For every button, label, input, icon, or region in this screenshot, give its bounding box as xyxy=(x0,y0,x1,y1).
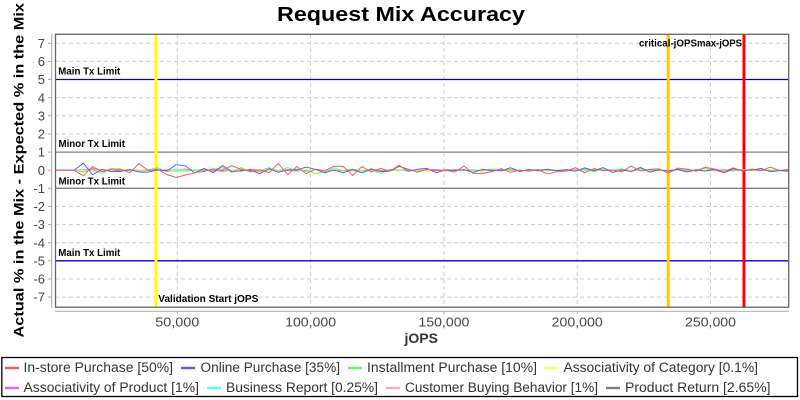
svg-text:-4: -4 xyxy=(33,235,45,250)
svg-text:Actual % in the Mix - Expected: Actual % in the Mix - Expected % in the … xyxy=(11,3,27,338)
svg-text:7: 7 xyxy=(38,36,45,51)
svg-text:jOPS: jOPS xyxy=(403,330,438,346)
svg-text:Online Purchase [35%]: Online Purchase [35%] xyxy=(201,360,341,375)
svg-text:2: 2 xyxy=(38,127,45,142)
svg-text:-2: -2 xyxy=(33,199,45,214)
svg-text:Customer Buying Behavior [1%]: Customer Buying Behavior [1%] xyxy=(405,380,598,395)
svg-text:Minor Tx Limit: Minor Tx Limit xyxy=(59,139,126,150)
svg-text:250,000: 250,000 xyxy=(685,315,736,330)
svg-text:5: 5 xyxy=(38,72,45,87)
svg-text:150,000: 150,000 xyxy=(418,315,469,330)
svg-text:In-store Purchase [50%]: In-store Purchase [50%] xyxy=(24,360,174,375)
svg-text:50,000: 50,000 xyxy=(155,315,199,330)
svg-text:3: 3 xyxy=(38,108,45,123)
svg-text:Business Report [0.25%]: Business Report [0.25%] xyxy=(226,380,378,395)
svg-text:-3: -3 xyxy=(33,217,45,232)
svg-text:Minor Tx Limit: Minor Tx Limit xyxy=(59,176,126,187)
svg-text:Main Tx Limit: Main Tx Limit xyxy=(58,66,121,77)
svg-text:100,000: 100,000 xyxy=(285,315,336,330)
svg-text:critical-jOPS: critical-jOPS xyxy=(639,37,697,49)
svg-text:0: 0 xyxy=(38,163,45,178)
svg-text:Installment Purchase [10%]: Installment Purchase [10%] xyxy=(367,360,537,375)
svg-text:Associativity of Category [0.1: Associativity of Category [0.1%] xyxy=(564,360,759,375)
svg-text:Main Tx Limit: Main Tx Limit xyxy=(58,248,121,259)
svg-text:-5: -5 xyxy=(33,253,45,268)
svg-text:4: 4 xyxy=(38,90,45,105)
svg-text:Product Return [2.65%]: Product Return [2.65%] xyxy=(625,380,771,395)
svg-text:6: 6 xyxy=(38,54,45,69)
svg-text:-1: -1 xyxy=(33,181,45,196)
svg-text:Associativity of Product [1%]: Associativity of Product [1%] xyxy=(24,380,200,395)
svg-text:-7: -7 xyxy=(33,290,45,305)
svg-text:200,000: 200,000 xyxy=(552,315,603,330)
svg-text:-6: -6 xyxy=(33,272,45,287)
svg-text:Validation Start jOPS: Validation Start jOPS xyxy=(158,293,258,305)
svg-text:max-jOPS: max-jOPS xyxy=(697,37,742,49)
svg-text:Request Mix Accuracy: Request Mix Accuracy xyxy=(277,3,526,26)
svg-text:1: 1 xyxy=(38,145,45,160)
